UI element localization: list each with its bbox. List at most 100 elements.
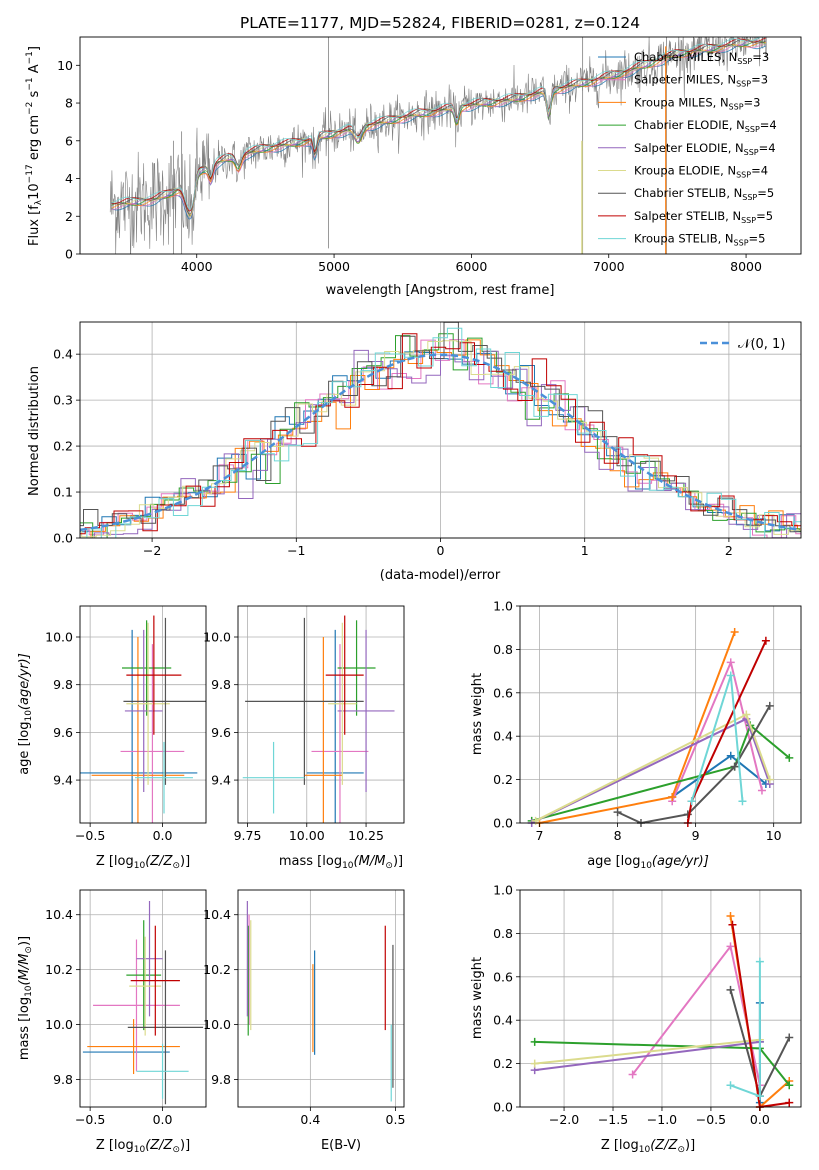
age-vs-mass-plot-area	[238, 606, 404, 823]
y-tick-label: 9.6	[53, 725, 73, 740]
weight-vs-metallicity-axes: −2.0 −1.5 −1.0 −0.5 0.0 0.0 0.2 0.4 0.6 0.8 1.0	[493, 883, 802, 1127]
y-tick-label: 0.2	[53, 439, 73, 454]
residuals-ylabel: Normed distribution	[27, 366, 42, 496]
errorbar-point	[127, 950, 204, 1105]
residual-histogram-step	[80, 339, 801, 538]
x-tick-label: 2	[725, 543, 733, 558]
axes-frame	[79, 605, 207, 824]
y-tick-label: 2	[65, 209, 73, 224]
errorbar-point	[325, 615, 364, 735]
legend-subscript: SSP	[745, 125, 760, 134]
y-tick-label: 0.4	[493, 1013, 513, 1028]
legend-entry-label: Chabrier ELODIE, NSSP=4	[634, 118, 777, 134]
mass-vs-ebv-panel: 0.4 0.5 9.8 10.0 10.2 10.4 E(B-V)	[203, 889, 405, 1153]
legend-nssp-value: =4	[751, 164, 768, 178]
y-tick-label: 9.4	[211, 773, 231, 788]
x-tick-label: 9	[692, 828, 700, 843]
spectrum-clip-group	[109, 37, 767, 254]
weight-vs-metallicity-panel: −2.0 −1.5 −1.0 −0.5 0.0 0.0 0.2 0.4 0.6 0.8 1.0 Z …	[470, 883, 802, 1155]
legend-entry-label: Chabrier MILES, NSSP=3	[634, 50, 769, 66]
weight-vs-age-ylabel: mass weight	[470, 673, 485, 755]
x-tick-label: 0.0	[153, 828, 173, 843]
legend-entry-label: Kroupa STELIB, NSSP=5	[634, 232, 765, 248]
y-tick-label: 10.0	[203, 1017, 231, 1032]
errorbar-point	[122, 620, 172, 716]
weight-point-marker	[726, 1081, 735, 1090]
legend-entry-label: Kroupa ELODIE, NSSP=4	[634, 164, 768, 180]
x-tick-label: −0.5	[696, 1112, 726, 1127]
axes-frame	[237, 889, 405, 1108]
x-tick-label: 4000	[181, 259, 213, 274]
legend-subscript: SSP	[736, 171, 751, 180]
weight-point-marker	[728, 920, 737, 929]
y-tick-label: 0	[65, 247, 73, 262]
age-vs-mass-axes: 9.75 10.00 10.25 9.4 9.6 9.8 10.0	[203, 605, 405, 843]
x-tick-label: 10.00	[289, 828, 325, 843]
y-tick-label: 0.0	[53, 531, 73, 546]
residual-histogram-step	[80, 349, 801, 538]
y-tick-label: 0.8	[493, 926, 513, 941]
model-spectrum-line	[111, 37, 766, 210]
spectrum-axes: 4000 5000 6000 7000 8000 0 2 4 6 8 10	[57, 36, 802, 274]
y-tick-label: 9.8	[211, 677, 231, 692]
x-tick-label: 0.0	[750, 1112, 770, 1127]
weight-point-marker	[755, 1092, 764, 1101]
mass-vs-ebv-xlabel: E(B-V)	[321, 1138, 361, 1153]
weight-series-line	[531, 723, 790, 822]
weight-point-marker	[668, 792, 677, 801]
legend-model-name: Salpeter ELODIE, N	[634, 141, 744, 155]
errorbar-point	[306, 629, 364, 823]
mass_vs_ebv-errorbars	[246, 900, 394, 1102]
weight-series-line	[631, 944, 761, 1086]
legend-model-name: Kroupa MILES, N	[634, 95, 729, 109]
y-tick-label: 0.0	[493, 1100, 513, 1115]
weight-vs-age-panel: 7 8 9 10 0.0 0.2 0.4 0.6 0.8 1.0 age [log10(age/y…	[470, 599, 802, 871]
normal-distribution-curve	[80, 353, 799, 532]
mass-vs-metallicity-ylabel: mass [log10(M/M⊙)]	[17, 936, 34, 1060]
legend-nssp-value: =5	[749, 232, 766, 246]
x-tick-label: 7	[536, 828, 544, 843]
y-tick-label: 6	[65, 133, 73, 148]
axes-frame	[79, 889, 207, 1108]
legend-nssp-value: =4	[760, 118, 777, 132]
weight-point-marker	[765, 775, 774, 784]
weight-series-line	[539, 631, 736, 824]
errorbar-point	[135, 741, 193, 814]
y-tick-label: 10.0	[45, 1017, 73, 1032]
x-tick-label: 10.25	[348, 828, 384, 843]
weight-point-marker	[726, 912, 735, 921]
weight-point-marker	[613, 808, 622, 817]
mass-vs-metallicity-axes: −0.5 0.0 9.8 10.0 10.2 10.4	[45, 889, 207, 1127]
legend-nssp-value: =4	[759, 141, 776, 155]
model-spectrum-line	[111, 37, 766, 212]
weight-vs-metallicity-plot-area	[520, 889, 801, 1111]
weight-point-marker	[726, 671, 735, 680]
weight-point-marker	[726, 751, 735, 760]
y-tick-label: 8	[65, 96, 73, 111]
age-vs-metallicity-plot-area	[80, 606, 206, 823]
errorbar-point	[328, 622, 357, 785]
errorbar-point	[123, 617, 206, 785]
observed-spectrum-line	[109, 37, 767, 254]
spectrum-plot-area	[109, 37, 767, 254]
errorbar-point	[337, 620, 376, 716]
x-tick-label: 10	[766, 828, 782, 843]
x-tick-label: 0.0	[153, 1112, 173, 1127]
weight-series-line	[534, 1038, 761, 1065]
weight-point-marker	[785, 1033, 794, 1042]
legend-model-name: Chabrier STELIB, N	[634, 186, 742, 200]
x-tick-label: 8	[614, 828, 622, 843]
legend-entry-label: Chabrier STELIB, NSSP=5	[634, 186, 774, 202]
legend-subscript: SSP	[742, 193, 757, 202]
age_vs_Z-errorbars	[80, 615, 206, 823]
weight-point-marker	[785, 1098, 794, 1107]
x-tick-label: 7000	[593, 259, 625, 274]
legend-nssp-value: =3	[752, 50, 769, 64]
residual-histogram-step	[80, 333, 801, 535]
x-tick-label: 8000	[730, 259, 762, 274]
y-tick-label: 10	[57, 58, 73, 73]
weight-point-marker	[738, 797, 747, 806]
mass-vs-metallicity-xlabel: Z [log10(Z/Z⊙)]	[96, 1138, 190, 1155]
